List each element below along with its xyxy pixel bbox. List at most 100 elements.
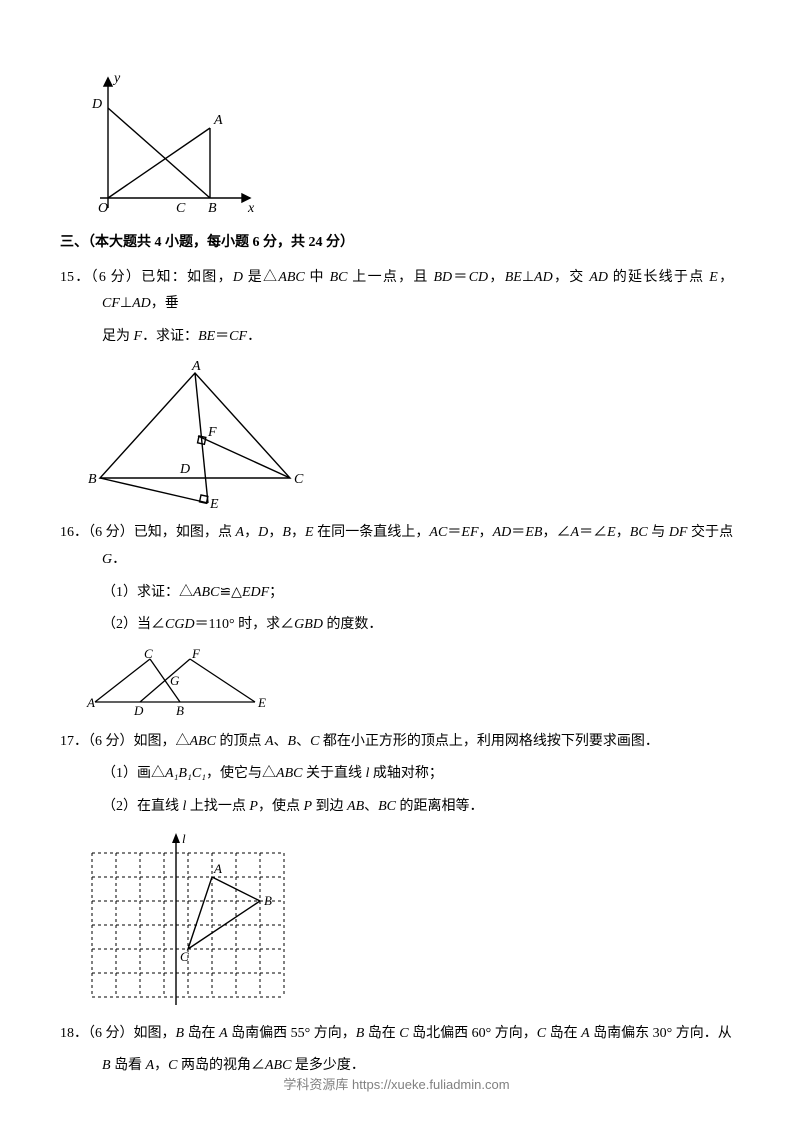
p15-F: F xyxy=(134,329,143,344)
p17-s2f: 的距离相等． xyxy=(396,799,484,814)
p15-CF2: CF xyxy=(229,329,247,344)
p16-t6: ＝ xyxy=(447,525,461,540)
p16-s2b: ＝110° 时，求∠ xyxy=(195,617,295,632)
p16-BC: BC xyxy=(630,525,648,540)
p16-AC: AC xyxy=(429,525,447,540)
fig14-label-y: y xyxy=(112,71,121,86)
p17-s2a: （2）在直线 xyxy=(102,799,183,814)
fig14-label-D: D xyxy=(91,97,102,112)
p15-points: （6 分） xyxy=(91,270,142,285)
fig16-svg: C F G A D B E xyxy=(80,647,270,717)
p16-t12: 与 xyxy=(648,525,669,540)
p17-s2b: 上找一点 xyxy=(186,799,249,814)
p16-E: E xyxy=(305,525,314,540)
p17-t1: 如图，△ xyxy=(134,734,190,749)
p17-P: P xyxy=(249,799,258,814)
p16-A: A xyxy=(236,525,245,540)
p16-s1c: ； xyxy=(269,585,283,600)
p16-t1: 已知，如图，点 xyxy=(134,525,236,540)
figure-15: A F D B C E xyxy=(80,358,733,508)
fig15-C: C xyxy=(294,472,304,487)
p18-C1: C xyxy=(399,1026,408,1041)
p17-A1B1C1: A₁B₁C₁ xyxy=(165,766,206,781)
p15-t11: ⊥ xyxy=(120,296,132,311)
problem-17: 17．（6 分）如图，△ABC 的顶点 A、B、C 都在小正方形的顶点上，利用网… xyxy=(60,729,733,756)
p16-AD: AD xyxy=(493,525,512,540)
p17-A: A xyxy=(265,734,274,749)
fig14-label-B: B xyxy=(208,201,217,216)
p15-t12: ，垂 xyxy=(151,296,179,311)
p18-A1: A xyxy=(219,1026,228,1041)
p18-l2a: 岛看 xyxy=(111,1058,146,1073)
problem-15: 15．（6 分）已知：如图，D 是△ABC 中 BC 上一点，且 BD＝CD，B… xyxy=(60,265,733,318)
problem-18: 18．（6 分）如图，B 岛在 A 岛南偏西 55° 方向，B 岛在 C 岛北偏… xyxy=(60,1021,733,1048)
p17-s1c: 关于直线 xyxy=(303,766,366,781)
p16-t14: ． xyxy=(112,552,126,567)
fig14-label-O: O xyxy=(98,201,108,216)
fig16-C: C xyxy=(144,647,153,661)
p16-G: G xyxy=(102,552,112,567)
p16-GBD: GBD xyxy=(294,617,323,632)
p18-B2: B xyxy=(356,1026,365,1041)
p17-t3: 、 xyxy=(274,734,288,749)
p18-t5: 岛北偏西 60° 方向， xyxy=(409,1026,537,1041)
fig16-D: D xyxy=(133,703,144,717)
fig17-l: l xyxy=(182,831,186,846)
p15-num: 15． xyxy=(60,270,91,285)
p15-AD2: AD xyxy=(589,270,608,285)
p15-l2b: ．求证： xyxy=(142,329,198,344)
fig17-svg: l A B C xyxy=(80,829,300,1009)
p16-t2: ， xyxy=(244,525,258,540)
problem-16: 16．（6 分）已知，如图，点 A，D，B，E 在同一条直线上，AC＝EF，AD… xyxy=(60,520,733,573)
p16-angE: E xyxy=(607,525,616,540)
p16-t13: 交于点 xyxy=(687,525,733,540)
p15-l2a: 足为 xyxy=(102,329,134,344)
p18-t1: 如图， xyxy=(134,1026,176,1041)
fig17-C: C xyxy=(180,949,189,964)
p16-t4: ， xyxy=(291,525,305,540)
p16-num: 16． xyxy=(60,525,88,540)
p15-l2d: ． xyxy=(247,329,261,344)
fig15-E: E xyxy=(209,497,219,508)
p16-EF: EF xyxy=(461,525,478,540)
p17-num: 17． xyxy=(60,734,88,749)
fig14-svg: y D A O C B x xyxy=(80,68,260,218)
p17-s2d: 到边 xyxy=(312,799,347,814)
p16-DF: DF xyxy=(669,525,688,540)
p17-ABC2: ABC xyxy=(276,766,302,781)
section-3-header: 三、（本大题共 4 小题，每小题 6 分，共 24 分） xyxy=(60,230,733,257)
p15-BE: BE xyxy=(505,270,522,285)
problem-16-sub2: （2）当∠CGD＝110° 时，求∠GBD 的度数． xyxy=(60,612,733,639)
p17-t4: 、 xyxy=(296,734,310,749)
p17-P2: P xyxy=(303,799,312,814)
problem-17-sub1: （1）画△A₁B₁C₁，使它与△ABC 关于直线 l 成轴对称； xyxy=(60,761,733,788)
p16-B: B xyxy=(282,525,291,540)
p18-t2: 岛在 xyxy=(184,1026,219,1041)
p15-t9: 的延长线于点 xyxy=(608,270,709,285)
p18-points: （6 分） xyxy=(88,1026,134,1041)
page-footer: 学科资源库 https://xueke.fuliadmin.com xyxy=(0,1073,793,1098)
problem-17-sub2: （2）在直线 l 上找一点 P，使点 P 到边 AB、BC 的距离相等． xyxy=(60,794,733,821)
fig17-A: A xyxy=(213,861,222,876)
p17-s2c: ，使点 xyxy=(258,799,304,814)
p16-D: D xyxy=(258,525,268,540)
p16-t9: ，∠ xyxy=(542,525,570,540)
fig14-label-A: A xyxy=(213,113,223,128)
fig17-B: B xyxy=(264,893,272,908)
p15-E: E xyxy=(709,270,718,285)
p15-l2c: ＝ xyxy=(215,329,229,344)
p16-t8: ＝ xyxy=(511,525,525,540)
p17-s2e: 、 xyxy=(364,799,378,814)
p17-t2: 的顶点 xyxy=(216,734,265,749)
figure-17: l A B C xyxy=(80,829,733,1009)
p18-A3: A xyxy=(146,1058,155,1073)
p15-t3: 中 xyxy=(305,270,330,285)
p18-t3: 岛南偏西 55° 方向， xyxy=(228,1026,356,1041)
p15-BD: BD xyxy=(433,270,452,285)
p15-t1: 已知：如图， xyxy=(141,270,233,285)
fig15-A: A xyxy=(191,359,201,374)
p15-t4: 上一点，且 xyxy=(348,270,434,285)
problem-16-sub1: （1）求证：△ABC≌△EDF； xyxy=(60,580,733,607)
p18-t6: 岛在 xyxy=(546,1026,581,1041)
p18-B3: B xyxy=(102,1058,111,1073)
